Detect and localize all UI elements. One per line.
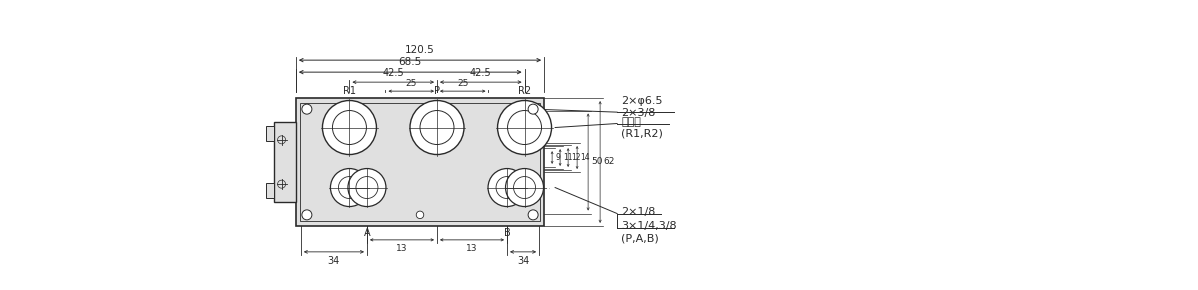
Text: 11: 11 <box>563 153 573 162</box>
Text: 68.5: 68.5 <box>399 57 422 67</box>
Text: 3×1/4,3/8: 3×1/4,3/8 <box>621 220 677 231</box>
Text: 14: 14 <box>580 153 589 162</box>
Text: 12: 12 <box>571 153 581 162</box>
Text: (P,A,B): (P,A,B) <box>621 233 659 244</box>
Circle shape <box>506 168 544 206</box>
Text: 2×φ6.5: 2×φ6.5 <box>621 96 662 106</box>
Text: R2: R2 <box>518 86 531 96</box>
Text: 42.5: 42.5 <box>382 68 404 78</box>
Circle shape <box>416 211 424 219</box>
Circle shape <box>528 210 538 220</box>
Bar <box>274 122 296 202</box>
Circle shape <box>347 168 386 206</box>
Text: 取付穴: 取付穴 <box>621 117 641 127</box>
Text: 2×3/8: 2×3/8 <box>621 108 655 117</box>
Text: 9: 9 <box>555 153 559 162</box>
Bar <box>296 98 544 226</box>
Circle shape <box>410 101 464 155</box>
Text: A: A <box>364 228 370 238</box>
Circle shape <box>302 104 311 114</box>
Bar <box>301 103 539 221</box>
Text: 42.5: 42.5 <box>470 68 491 78</box>
Circle shape <box>302 210 311 220</box>
Text: 120.5: 120.5 <box>405 45 435 55</box>
Text: B: B <box>503 228 510 238</box>
Text: 25: 25 <box>458 79 468 88</box>
Text: 62: 62 <box>603 157 615 166</box>
Circle shape <box>497 101 551 155</box>
Circle shape <box>322 101 376 155</box>
Circle shape <box>528 104 538 114</box>
Text: 25: 25 <box>406 79 417 88</box>
Text: R1: R1 <box>343 86 356 96</box>
Circle shape <box>488 168 526 206</box>
Text: 13: 13 <box>466 244 478 253</box>
Text: 13: 13 <box>397 244 407 253</box>
Bar <box>266 183 274 197</box>
Circle shape <box>331 168 369 206</box>
Text: 34: 34 <box>518 256 530 266</box>
Text: P: P <box>434 86 440 96</box>
Text: (R1,R2): (R1,R2) <box>621 128 662 139</box>
Text: 34: 34 <box>328 256 340 266</box>
Text: 2×1/8: 2×1/8 <box>621 206 655 217</box>
Text: 50: 50 <box>591 157 603 166</box>
Bar <box>266 126 274 141</box>
